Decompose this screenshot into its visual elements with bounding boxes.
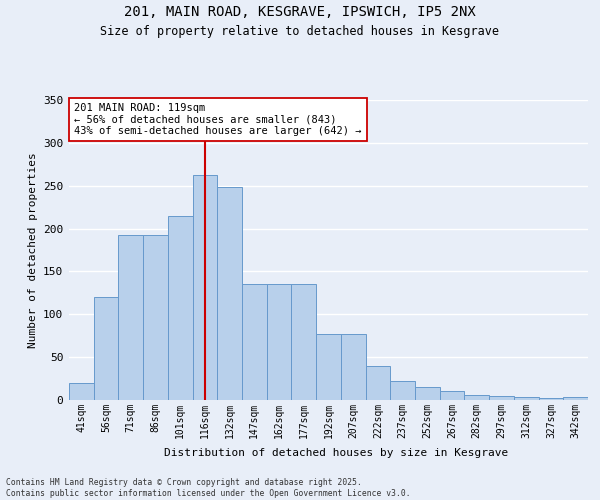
Bar (69, 383, 94, 400)
Bar (365, 366, 390, 400)
Bar (242, 284, 267, 400)
Text: Contains HM Land Registry data © Crown copyright and database right 2025.
Contai: Contains HM Land Registry data © Crown c… (6, 478, 410, 498)
Bar (341, 334, 365, 400)
Y-axis label: Number of detached properties: Number of detached properties (28, 152, 38, 348)
Bar (440, 392, 464, 400)
Bar (168, 216, 193, 400)
Text: 201, MAIN ROAD, KESGRAVE, IPSWICH, IP5 2NX: 201, MAIN ROAD, KESGRAVE, IPSWICH, IP5 2… (124, 5, 476, 19)
Bar (267, 284, 292, 400)
Bar (316, 334, 341, 400)
Bar (539, 398, 563, 400)
Bar (94, 297, 118, 400)
Bar (217, 188, 242, 400)
Text: Distribution of detached houses by size in Kesgrave: Distribution of detached houses by size … (164, 448, 508, 458)
Bar (193, 174, 217, 400)
Bar (514, 398, 539, 400)
Bar (415, 387, 440, 400)
Bar (464, 395, 489, 400)
Text: Size of property relative to detached houses in Kesgrave: Size of property relative to detached ho… (101, 25, 499, 38)
Bar (118, 234, 143, 400)
Text: 201 MAIN ROAD: 119sqm
← 56% of detached houses are smaller (843)
43% of semi-det: 201 MAIN ROAD: 119sqm ← 56% of detached … (74, 103, 362, 136)
Bar (143, 234, 168, 400)
Bar (489, 396, 514, 400)
Bar (292, 284, 316, 400)
Bar (563, 396, 588, 400)
Bar (390, 381, 415, 400)
